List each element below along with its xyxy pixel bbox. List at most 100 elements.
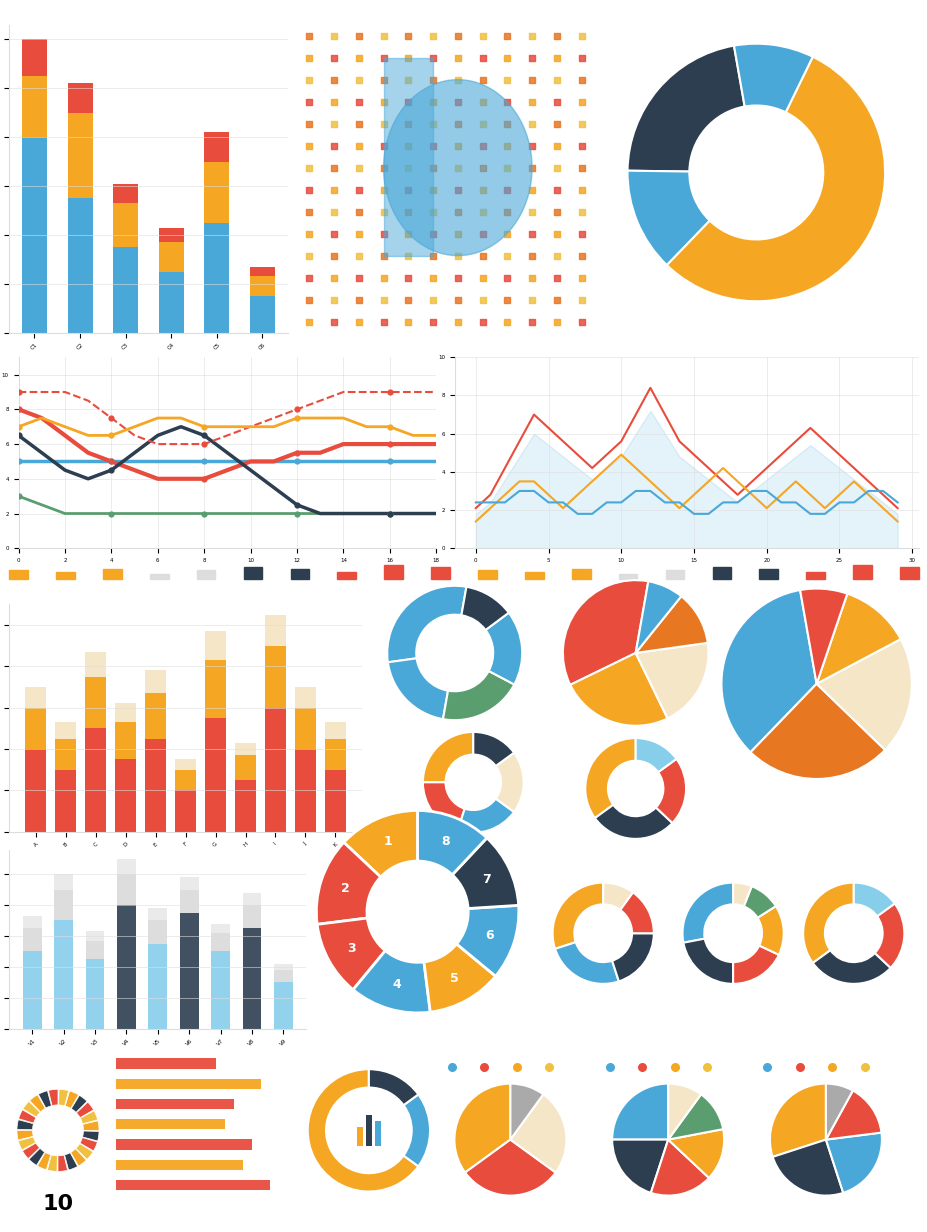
Point: [375, 202, 390, 222]
Point: [301, 312, 316, 331]
Bar: [113, 248, 138, 333]
Point: [400, 26, 415, 46]
Point: [450, 312, 464, 331]
Bar: [103, 569, 121, 579]
Bar: [249, 296, 274, 333]
Point: [475, 312, 489, 331]
Point: [289, 408, 304, 428]
Wedge shape: [456, 906, 518, 976]
Point: [400, 224, 415, 244]
Wedge shape: [667, 1084, 700, 1140]
Bar: [204, 223, 229, 333]
Point: [301, 48, 316, 68]
Bar: [117, 859, 135, 873]
Wedge shape: [552, 882, 603, 949]
Bar: [159, 271, 184, 333]
Point: [301, 158, 316, 177]
Point: [524, 113, 539, 133]
Wedge shape: [473, 732, 514, 766]
Point: [524, 202, 539, 222]
Bar: [273, 982, 292, 1029]
Bar: [85, 960, 104, 1029]
Bar: [145, 738, 166, 832]
Bar: [22, 39, 47, 76]
Point: [326, 290, 341, 309]
Point: [574, 136, 589, 155]
Text: 5: 5: [450, 972, 458, 984]
Point: [425, 202, 440, 222]
Point: [375, 48, 390, 68]
Point: [574, 224, 589, 244]
Text: 8: 8: [440, 834, 450, 848]
Point: [425, 70, 440, 90]
Bar: [85, 676, 106, 728]
Wedge shape: [853, 882, 894, 917]
Bar: [22, 137, 47, 333]
Wedge shape: [58, 1089, 69, 1106]
Point: [574, 92, 589, 112]
Point: [574, 70, 589, 90]
Point: [524, 136, 539, 155]
Wedge shape: [812, 950, 890, 984]
Point: [351, 267, 366, 287]
Wedge shape: [720, 590, 816, 753]
Point: [301, 224, 316, 244]
Point: [326, 113, 341, 133]
Point: [425, 290, 440, 309]
Point: [301, 245, 316, 265]
Point: [326, 180, 341, 200]
Point: [197, 452, 211, 472]
Bar: [712, 567, 730, 579]
Bar: [56, 738, 76, 770]
Point: [475, 180, 489, 200]
Wedge shape: [732, 945, 778, 984]
Wedge shape: [682, 939, 732, 984]
Point: [197, 434, 211, 453]
Wedge shape: [750, 684, 884, 779]
Wedge shape: [352, 951, 430, 1013]
Wedge shape: [667, 1129, 723, 1178]
Point: [549, 48, 564, 68]
Point: [450, 245, 464, 265]
Point: [351, 136, 366, 155]
Wedge shape: [585, 738, 635, 818]
Bar: [235, 780, 256, 832]
Wedge shape: [83, 1131, 99, 1141]
Point: [475, 267, 489, 287]
Point: [524, 70, 539, 90]
Bar: [235, 743, 256, 755]
Point: [400, 245, 415, 265]
Point: [11, 382, 26, 402]
Bar: [431, 567, 450, 579]
Bar: [204, 132, 229, 161]
Point: [425, 26, 440, 46]
Wedge shape: [70, 1148, 86, 1165]
Point: [450, 48, 464, 68]
Bar: [249, 266, 274, 276]
Point: [400, 180, 415, 200]
Wedge shape: [17, 1131, 33, 1140]
Bar: [899, 567, 918, 579]
Wedge shape: [603, 882, 632, 910]
Wedge shape: [635, 582, 680, 653]
Text: 1: 1: [383, 835, 391, 849]
Point: [574, 312, 589, 331]
Wedge shape: [76, 1143, 93, 1159]
Point: [425, 158, 440, 177]
Point: [425, 136, 440, 155]
Wedge shape: [387, 585, 466, 663]
Bar: [148, 908, 167, 920]
Point: [351, 70, 366, 90]
Point: [400, 290, 415, 309]
Wedge shape: [464, 1140, 555, 1195]
Point: [375, 70, 390, 90]
Point: [500, 48, 514, 68]
Wedge shape: [19, 1137, 35, 1149]
Bar: [116, 1058, 215, 1068]
Point: [500, 245, 514, 265]
Bar: [180, 913, 198, 1029]
Wedge shape: [317, 918, 385, 989]
Wedge shape: [403, 1094, 429, 1167]
Wedge shape: [47, 1154, 57, 1172]
Text: 2: 2: [340, 882, 349, 894]
